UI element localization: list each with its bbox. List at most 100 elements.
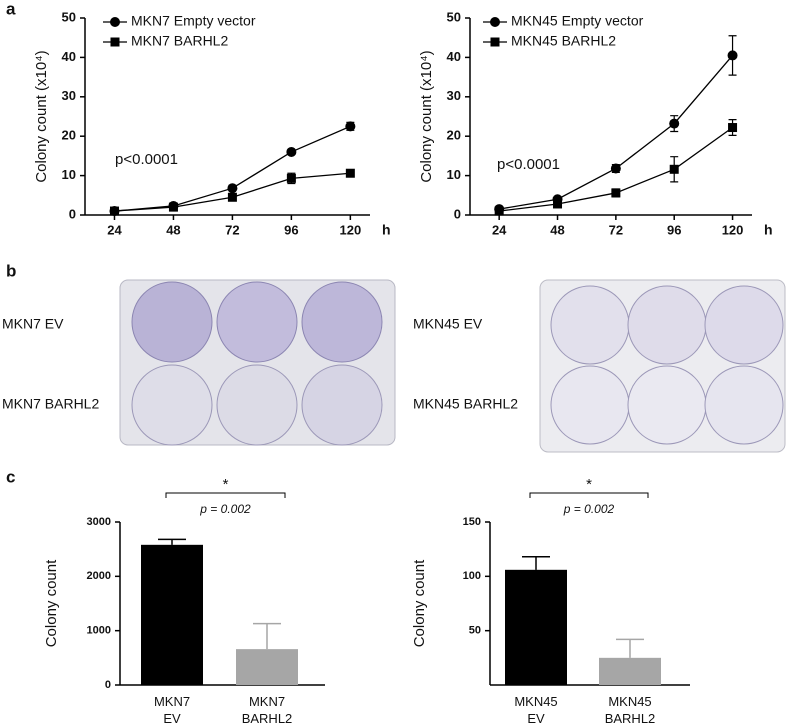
well	[216, 364, 298, 446]
well	[131, 364, 213, 446]
marker	[669, 164, 679, 174]
y-tick-label: 3000	[87, 516, 111, 528]
well	[704, 365, 784, 445]
marker	[345, 168, 355, 178]
row-label: MKN45 EV	[413, 316, 483, 332]
legend-label: MKN7 BARHL2	[131, 33, 228, 49]
marker	[286, 146, 297, 157]
x-tick-label: MKN7 BARHL2	[241, 694, 293, 726]
x-unit: h	[764, 222, 773, 238]
significance-bracket	[165, 492, 286, 498]
row-label: MKN45 BARHL2	[413, 396, 518, 412]
x-tick-label: 24	[107, 222, 122, 237]
well	[627, 365, 707, 445]
significance-symbol: *	[223, 476, 229, 493]
significance-bracket	[529, 492, 649, 498]
y-tick-label: 0	[454, 206, 461, 221]
x-tick-label: MKN45 BARHL2	[604, 694, 656, 726]
well	[301, 364, 383, 446]
marker	[109, 206, 119, 216]
y-tick-label: 20	[447, 128, 461, 143]
marker	[610, 163, 621, 174]
row-label: MKN7 BARHL2	[2, 396, 99, 412]
x-tick-label: 96	[667, 222, 681, 237]
x-tick-label: 24	[492, 222, 507, 237]
y-tick-label: 0	[69, 206, 76, 221]
x-tick-label: 72	[609, 222, 623, 237]
y-tick-label: 50	[447, 9, 461, 24]
x-tick-label: 120	[722, 222, 744, 237]
marker	[168, 202, 178, 212]
legend-marker	[490, 37, 500, 47]
legend-label: MKN45 BARHL2	[511, 33, 616, 49]
bar	[141, 544, 203, 685]
y-tick-label: 10	[447, 167, 461, 182]
y-tick-label: 2000	[87, 570, 111, 582]
legend-marker	[110, 17, 120, 27]
marker	[494, 206, 504, 216]
panel-label: a	[6, 0, 16, 18]
marker	[345, 121, 356, 132]
x-tick-label: 48	[550, 222, 564, 237]
marker	[227, 192, 237, 202]
marker	[611, 188, 621, 198]
marker	[227, 183, 238, 194]
row-label: MKN7 EV	[2, 316, 64, 332]
plate-photo	[119, 279, 786, 453]
y-tick-label: 20	[62, 128, 76, 143]
error-bar	[158, 538, 186, 545]
y-axis-label: Colony count (x10⁴)	[33, 50, 50, 182]
x-unit: h	[382, 222, 391, 238]
significance-symbol: *	[586, 476, 592, 493]
well	[301, 281, 383, 363]
x-tick-label: MKN7 EV	[153, 694, 191, 726]
y-tick-label: 100	[463, 570, 481, 582]
y-tick-label: 0	[105, 679, 111, 691]
well	[627, 285, 707, 365]
marker	[553, 199, 563, 209]
x-tick-label: 48	[166, 222, 180, 237]
marker	[727, 50, 738, 61]
x-tick-label: 96	[284, 222, 298, 237]
y-tick-label: 1000	[87, 625, 111, 637]
marker	[728, 123, 738, 133]
error-bar	[253, 622, 281, 650]
marker	[669, 118, 680, 129]
x-tick-label: 72	[225, 222, 239, 237]
well	[704, 285, 784, 365]
y-tick-label: 30	[62, 88, 76, 103]
panel-label: c	[6, 467, 15, 486]
x-tick-label: 120	[339, 222, 361, 237]
y-tick-label: 40	[62, 49, 76, 64]
well	[550, 285, 630, 365]
legend-marker	[490, 17, 500, 27]
error-bar	[616, 638, 644, 658]
y-tick-label: 150	[463, 516, 481, 528]
well	[216, 281, 298, 363]
y-tick-label: 40	[447, 49, 461, 64]
y-tick-label: 50	[62, 9, 76, 24]
bar	[236, 649, 298, 685]
significance-label: p = 0.002	[563, 502, 615, 516]
y-axis-label: Colony count (x10⁴)	[418, 50, 435, 182]
y-tick-label: 10	[62, 167, 76, 182]
bar	[505, 569, 567, 685]
annotation: p<0.0001	[115, 151, 178, 168]
y-axis-label: Colony count	[43, 559, 60, 647]
significance-label: p = 0.002	[199, 502, 251, 516]
well	[550, 365, 630, 445]
legend-label: MKN45 Empty vector	[511, 13, 644, 29]
legend-label: MKN7 Empty vector	[131, 13, 256, 29]
legend-marker	[110, 37, 120, 47]
well	[131, 281, 213, 363]
error-bar	[522, 556, 550, 570]
y-axis-label: Colony count	[411, 559, 428, 647]
y-tick-label: 30	[447, 88, 461, 103]
panel-label: b	[6, 261, 16, 280]
y-tick-label: 50	[469, 625, 481, 637]
marker	[286, 173, 296, 183]
annotation: p<0.0001	[497, 156, 560, 173]
series-line	[499, 55, 734, 210]
